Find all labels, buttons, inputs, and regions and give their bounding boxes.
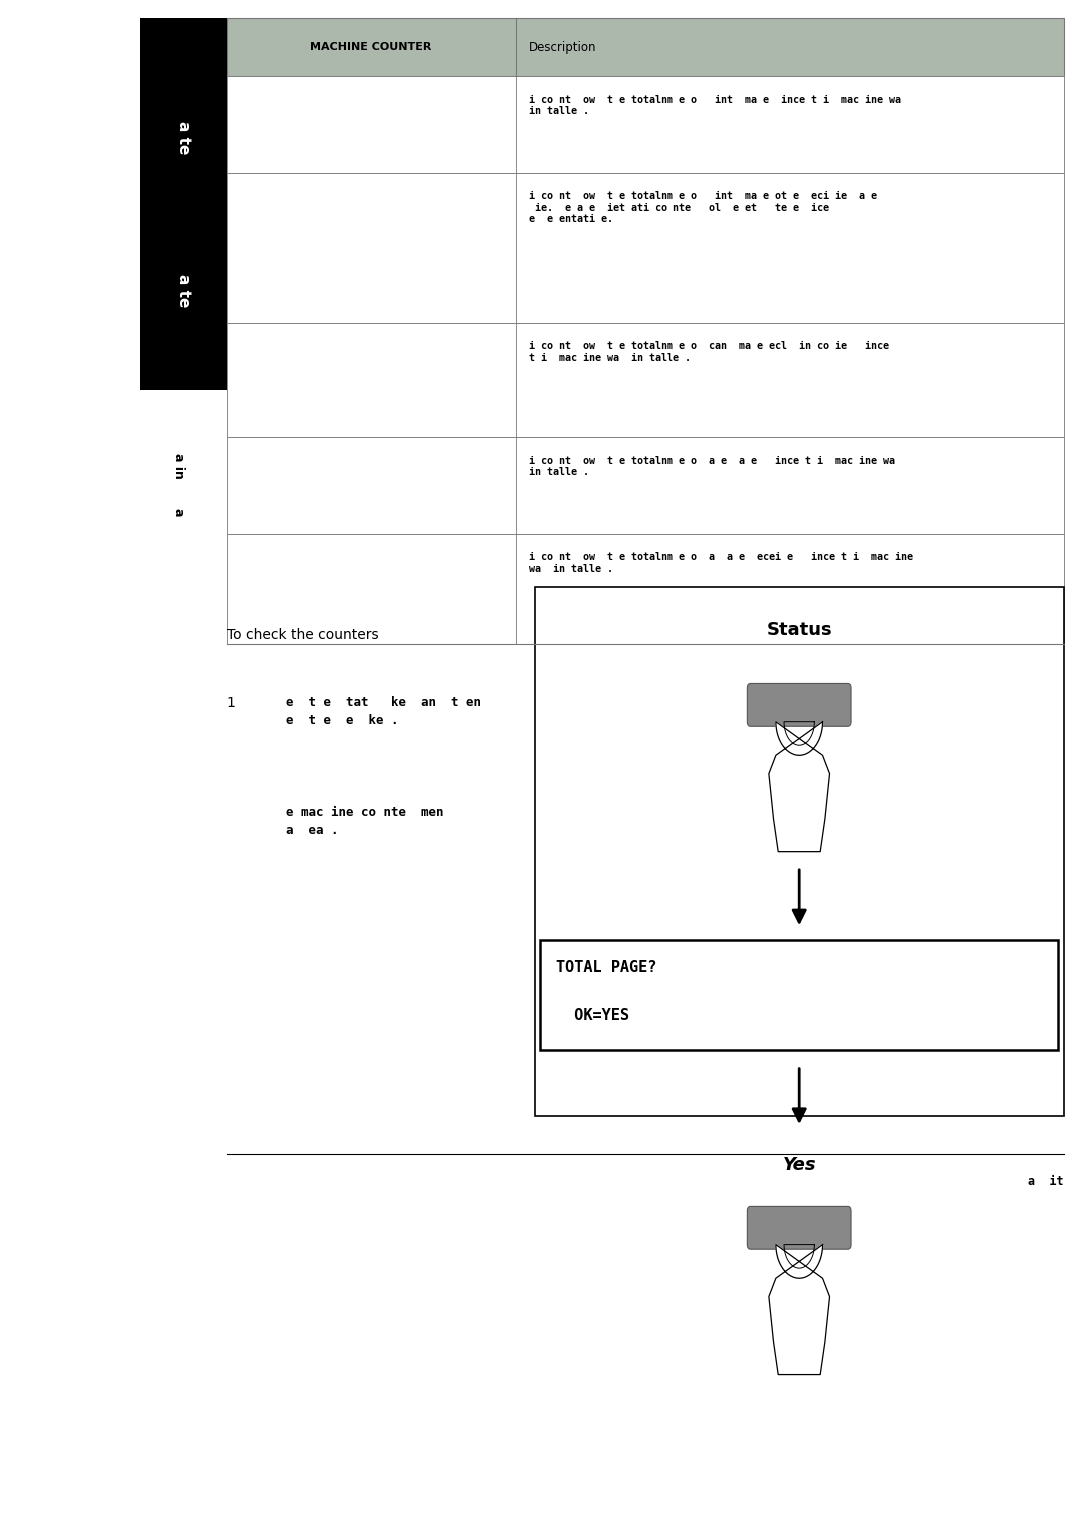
Bar xyxy=(227,323,1064,437)
Text: i co nt  ow  t e totalnm e o  a  a e  ecei e   ince t i  mac ine
wa  in talle .: i co nt ow t e totalnm e o a a e ecei e … xyxy=(528,552,913,573)
Text: a te: a te xyxy=(176,121,191,154)
FancyBboxPatch shape xyxy=(747,683,851,726)
Text: Description: Description xyxy=(528,41,596,54)
Text: i co nt  ow  t e totalnm e o   int  ma e  ince t i  mac ine wa
in talle .: i co nt ow t e totalnm e o int ma e ince… xyxy=(528,95,901,116)
Text: MACHINE COUNTER: MACHINE COUNTER xyxy=(310,43,432,52)
Text: a in: a in xyxy=(172,454,185,479)
Text: i co nt  ow  t e totalnm e o  a e  a e   ince t i  mac ine wa
in talle .: i co nt ow t e totalnm e o a e a e ince … xyxy=(528,456,894,477)
Text: 1: 1 xyxy=(227,696,235,709)
Bar xyxy=(227,534,1064,644)
FancyBboxPatch shape xyxy=(747,1206,851,1249)
Bar xyxy=(535,587,1064,1116)
Text: OK=YES: OK=YES xyxy=(556,1008,630,1023)
Bar xyxy=(140,18,227,390)
Polygon shape xyxy=(769,722,829,852)
Bar xyxy=(227,76,1064,173)
Bar xyxy=(227,173,1064,323)
Text: e  t e  tat   ke  an  t en
e  t e  e  ke .: e t e tat ke an t en e t e e ke . xyxy=(286,696,482,726)
Text: To check the counters: To check the counters xyxy=(227,627,378,642)
Text: Yes: Yes xyxy=(782,1156,816,1174)
Text: Status: Status xyxy=(767,621,832,639)
Bar xyxy=(227,18,1064,76)
Text: a te: a te xyxy=(176,274,191,307)
Bar xyxy=(227,437,1064,534)
Text: i co nt  ow  t e totalnm e o   int  ma e ot e  eci ie  a e
 ie.  e a e  iet ati : i co nt ow t e totalnm e o int ma e ot e… xyxy=(528,191,877,225)
Text: TOTAL PAGE?: TOTAL PAGE? xyxy=(556,960,657,976)
Text: a  it: a it xyxy=(1028,1176,1064,1188)
Text: i co nt  ow  t e totalnm e o  can  ma e ecl  in co ie   ince
t i  mac ine wa  in: i co nt ow t e totalnm e o can ma e ecl … xyxy=(528,341,889,362)
Polygon shape xyxy=(769,1245,829,1375)
Text: a: a xyxy=(172,508,185,517)
Text: e mac ine co nte  men
a  ea .: e mac ine co nte men a ea . xyxy=(286,806,444,836)
Bar xyxy=(540,940,1058,1050)
